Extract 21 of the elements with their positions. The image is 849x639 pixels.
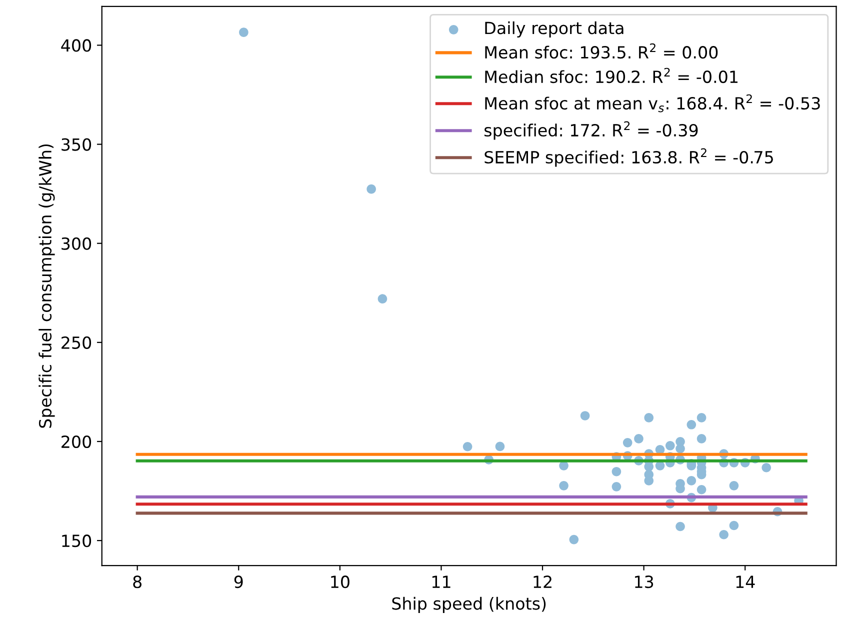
x-axis-title: Ship speed (knots) xyxy=(392,596,546,614)
x-tick-label: 8 xyxy=(133,576,142,588)
y-tick-label: 200 xyxy=(62,435,92,448)
legend-label: Median sfoc: 190.2. R$^{2}$ = -0.01 xyxy=(485,68,738,84)
legend-label: SEEMP specified: 163.8. R$^{2}$ = -0.75 xyxy=(484,148,773,167)
legend-label: specified: 172. R$^{2}$ = -0.39 xyxy=(484,121,698,140)
x-tick-label: 13 xyxy=(635,576,654,588)
x-tick-label: 11 xyxy=(432,576,450,588)
y-tick-label: 300 xyxy=(62,237,92,250)
y-tick-label: 250 xyxy=(62,336,92,349)
legend-label: Mean sfoc at mean v$_{s}$: 168.4. R$^{2}$ = -0.53 xyxy=(485,94,820,112)
x-tick-label: 10 xyxy=(331,576,350,588)
y-tick-label: 400 xyxy=(61,39,92,52)
y-axis-title: Specific fuel consumption (g/kWh) xyxy=(38,144,55,428)
x-tick-label: 9 xyxy=(234,576,243,588)
y-tick-label: 150 xyxy=(62,534,92,548)
legend-label: Mean sfoc: 193.5. R$^{2}$ = 0.00 xyxy=(485,43,718,59)
legend-label: Daily report data xyxy=(485,21,624,38)
x-tick-label: 12 xyxy=(534,576,552,588)
x-tick-label: 14 xyxy=(736,576,755,588)
y-tick-label: 350 xyxy=(62,138,92,151)
